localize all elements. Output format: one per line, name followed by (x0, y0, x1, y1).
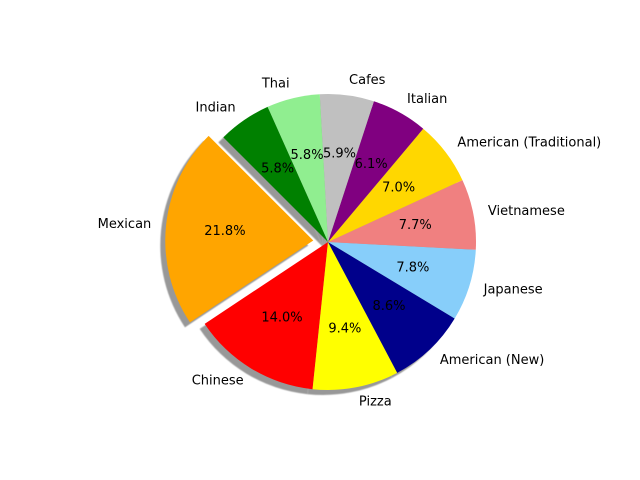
slice-percent-japanese: 7.8% (396, 261, 429, 276)
slice-label-cafes: Cafes (349, 73, 386, 88)
slice-percent-american-traditional: 7.0% (382, 181, 415, 196)
slice-thai (267, 94, 328, 243)
slice-label-chinese: Chinese (192, 374, 244, 389)
slice-italian (328, 101, 424, 242)
slice-label-vietnamese: Vietnamese (488, 204, 565, 219)
slice-label-american-new: American (New) (440, 353, 545, 368)
slice-mexican (165, 135, 314, 323)
slice-label-american-traditional: American (Traditional) (457, 136, 601, 151)
slice-label-mexican: Mexican (98, 217, 152, 232)
slice-percent-vietnamese: 7.7% (399, 218, 432, 233)
slice-label-pizza: Pizza (359, 394, 392, 409)
slice-label-thai: Thai (261, 76, 290, 91)
slice-percent-thai: 5.8% (291, 148, 324, 163)
slice-chinese (204, 242, 328, 390)
slice-percent-indian: 5.8% (261, 161, 294, 176)
slice-label-italian: Italian (407, 92, 447, 107)
slice-label-indian: Indian (196, 100, 236, 115)
slice-percent-cafes: 5.9% (323, 146, 356, 161)
slice-label-japanese: Japanese (483, 282, 543, 297)
slice-percent-chinese: 14.0% (261, 310, 302, 325)
slice-vietnamese (328, 180, 477, 250)
slice-percent-mexican: 21.8% (204, 224, 245, 239)
slice-japanese (328, 242, 476, 319)
slice-cafes (319, 94, 374, 242)
slice-american-new (328, 242, 455, 373)
slice-percent-american-new: 8.6% (372, 299, 405, 314)
slice-percent-pizza: 9.4% (328, 322, 361, 337)
slice-pizza (312, 242, 398, 390)
slices (165, 94, 477, 390)
slice-percent-italian: 6.1% (355, 157, 388, 172)
slice-american-traditional (328, 128, 463, 242)
slice-indian (223, 106, 328, 242)
slice-labels: Mexican Chinese Pizza American (New) Japanes… (98, 73, 602, 409)
slice-percent-labels: 21.8%14.0%9.4%8.6%7.8%7.7%7.0%6.1%5.9%5.… (204, 146, 431, 336)
